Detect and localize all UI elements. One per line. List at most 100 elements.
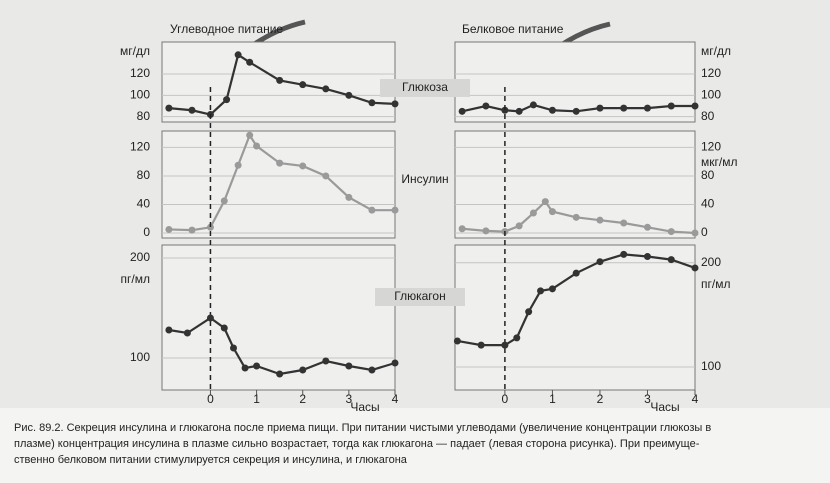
panel-label: Инсулин xyxy=(401,172,448,186)
data-point xyxy=(620,104,628,112)
x-tick-label: 2 xyxy=(597,392,604,406)
data-point xyxy=(253,362,261,370)
panel xyxy=(454,244,696,391)
data-point xyxy=(299,366,307,374)
y-axis-label: пг/мл xyxy=(121,272,150,286)
data-point xyxy=(253,142,261,150)
data-point xyxy=(368,206,376,214)
data-point xyxy=(276,159,284,167)
data-point xyxy=(299,162,307,170)
y-tick-label: 100 xyxy=(701,88,721,102)
data-point xyxy=(391,359,399,367)
data-point xyxy=(667,256,675,264)
panel-label: Глюкоза xyxy=(402,80,448,94)
panel xyxy=(161,130,396,239)
data-point xyxy=(220,324,228,332)
caption-line: плазме) концентрация инсулина в плазме с… xyxy=(14,438,700,450)
y-tick-label: 80 xyxy=(137,168,151,182)
data-point xyxy=(246,131,254,139)
y-tick-label: 0 xyxy=(143,225,150,239)
y-tick-label: 120 xyxy=(701,140,721,154)
data-point xyxy=(596,104,604,112)
data-point xyxy=(322,357,330,365)
y-tick-label: 80 xyxy=(137,109,151,123)
data-point xyxy=(220,197,228,205)
data-point xyxy=(572,213,580,221)
label-box xyxy=(375,288,465,306)
data-point xyxy=(276,370,284,378)
data-point xyxy=(620,219,628,227)
y-tick-label: 100 xyxy=(701,359,721,373)
data-point xyxy=(501,106,509,114)
y-axis-label: мкг/мл xyxy=(701,155,737,169)
data-point xyxy=(246,58,254,66)
data-point xyxy=(596,258,604,266)
y-axis-label: пг/мл xyxy=(701,277,730,291)
data-point xyxy=(234,51,242,59)
data-point xyxy=(165,104,173,112)
data-point xyxy=(477,341,485,349)
y-tick-label: 80 xyxy=(701,168,715,182)
data-point xyxy=(482,227,490,235)
data-point xyxy=(525,308,533,316)
panel-label: Глюкагон xyxy=(394,289,445,303)
data-point xyxy=(391,206,399,214)
x-tick-label: 1 xyxy=(253,392,260,406)
data-point xyxy=(206,223,214,231)
y-axis-label: мг/дл xyxy=(701,44,731,58)
y-tick-label: 120 xyxy=(130,66,150,80)
data-point xyxy=(529,101,537,109)
data-point xyxy=(165,326,173,334)
data-point xyxy=(572,269,580,277)
caption-line: Рис. 89.2. Секреция инсулина и глюкагона… xyxy=(14,422,711,434)
y-tick-label: 100 xyxy=(130,88,150,102)
y-tick-label: 200 xyxy=(701,255,721,269)
data-point xyxy=(299,81,307,89)
data-point xyxy=(188,226,196,234)
data-point xyxy=(643,104,651,112)
data-point xyxy=(501,341,509,349)
x-tick-label: 1 xyxy=(549,392,556,406)
y-tick-label: 40 xyxy=(701,197,715,211)
data-point xyxy=(482,102,490,110)
x-tick-label: 0 xyxy=(207,392,214,406)
x-tick-label: 4 xyxy=(692,392,699,406)
caption-line: ственно белковом питании стимулируется с… xyxy=(14,454,408,466)
data-point xyxy=(643,252,651,260)
data-point xyxy=(548,285,556,293)
data-point xyxy=(667,102,675,110)
x-tick-label: 3 xyxy=(346,392,353,406)
data-point xyxy=(691,264,699,272)
column-header: Белковое питание xyxy=(462,22,564,36)
data-point xyxy=(691,229,699,237)
y-tick-label: 80 xyxy=(701,109,715,123)
y-tick-label: 120 xyxy=(130,140,150,154)
y-tick-label: 100 xyxy=(130,350,150,364)
data-point xyxy=(453,337,461,345)
y-tick-label: 200 xyxy=(130,250,150,264)
y-tick-label: 0 xyxy=(701,225,708,239)
data-point xyxy=(515,107,523,115)
data-point xyxy=(513,334,521,342)
data-point xyxy=(537,287,545,295)
x-axis-label: Часы xyxy=(650,400,679,414)
x-tick-label: 3 xyxy=(644,392,651,406)
data-point xyxy=(515,222,523,230)
y-tick-label: 40 xyxy=(137,197,151,211)
data-point xyxy=(345,193,353,201)
data-point xyxy=(206,314,214,322)
y-tick-label: 120 xyxy=(701,66,721,80)
data-point xyxy=(345,91,353,99)
data-point xyxy=(223,96,231,104)
data-point xyxy=(643,223,651,231)
data-point xyxy=(391,100,399,108)
data-point xyxy=(188,106,196,114)
x-axis-label: Часы xyxy=(350,400,379,414)
data-point xyxy=(667,228,675,236)
x-tick-label: 0 xyxy=(502,392,509,406)
data-point xyxy=(165,225,173,233)
data-point xyxy=(183,329,191,337)
data-point xyxy=(234,161,242,169)
data-point xyxy=(572,107,580,115)
data-point xyxy=(620,250,628,258)
